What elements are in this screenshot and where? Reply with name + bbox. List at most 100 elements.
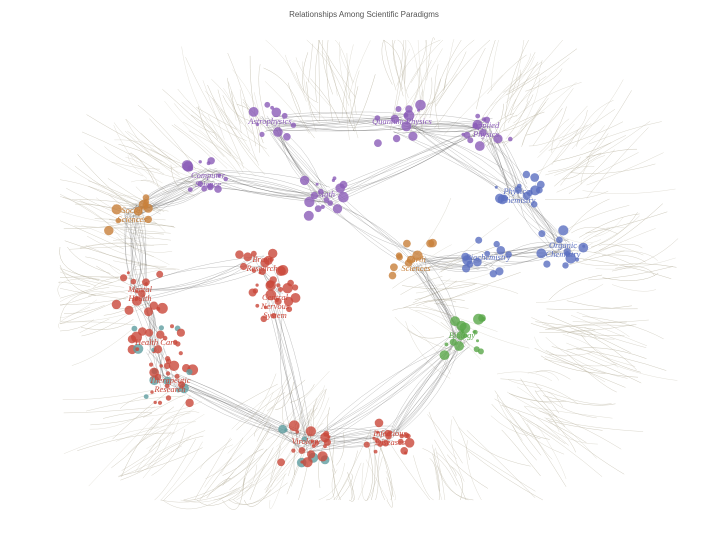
paradigm-node [260, 315, 268, 323]
paradigm-node [404, 438, 415, 448]
paradigm-node [538, 230, 546, 238]
paradigm-strand [569, 228, 611, 255]
paradigm-strand [409, 308, 481, 360]
relationship-edge [203, 174, 319, 198]
paradigm-strand [501, 405, 587, 443]
paradigm-node [214, 185, 222, 193]
relationship-edge [168, 373, 304, 451]
relationship-edge [259, 265, 280, 293]
relationship-edge [490, 129, 510, 185]
relationship-edge [130, 216, 139, 294]
paradigm-strand [59, 306, 147, 323]
paradigm-node [124, 305, 134, 315]
paradigm-strand [587, 353, 678, 381]
paradigm-strand [559, 109, 616, 147]
paradigm-strand [546, 305, 632, 311]
paradigm-node [111, 299, 122, 310]
paradigm-strand [490, 56, 535, 107]
paradigm-strand [502, 404, 565, 455]
paradigm-strand [302, 61, 317, 133]
paradigm-strand [63, 304, 105, 315]
relationship-edge [311, 430, 386, 444]
paradigm-strand [508, 393, 567, 403]
relationship-edge [262, 111, 406, 123]
paradigm-node [156, 270, 164, 278]
paradigm-node [164, 383, 170, 389]
paradigm-strand [177, 88, 247, 142]
paradigm-node [472, 123, 479, 129]
relationship-edge [513, 184, 555, 244]
paradigm-node [417, 108, 420, 112]
paradigm-strand [554, 133, 609, 176]
paradigm-node [476, 339, 479, 343]
paradigm-strand [403, 298, 465, 309]
paradigm-node [157, 302, 168, 314]
paradigm-strand [300, 407, 318, 435]
paradigm-node [263, 255, 273, 265]
paradigm-node [135, 347, 140, 351]
paradigm-strand [381, 39, 393, 85]
paradigm-strand [410, 39, 428, 83]
paradigm-node [494, 185, 498, 189]
relationship-edge [316, 200, 408, 266]
paradigm-strand [59, 291, 104, 303]
paradigm-strand [57, 306, 91, 329]
paradigm-strand [536, 129, 579, 173]
paradigm-node [143, 394, 149, 399]
paradigm-node [187, 165, 194, 172]
paradigm-node [223, 176, 228, 182]
paradigm-strand [190, 114, 218, 140]
paradigm-strand [566, 329, 597, 339]
paradigm-strand [129, 153, 155, 183]
paradigm-label-line: Nervous [260, 301, 290, 311]
paradigm-label-physical-chemistry: Physical Chemistry [501, 186, 536, 205]
paradigm-strand [547, 391, 612, 405]
paradigm-strand [371, 436, 376, 501]
paradigm-strand [450, 466, 463, 501]
paradigm-strand [284, 54, 328, 122]
relationship-edge [483, 251, 569, 266]
paradigm-strand [434, 439, 467, 501]
paradigm-strand [113, 125, 163, 184]
paradigm-strand [107, 178, 165, 212]
paradigm-strand [228, 482, 288, 505]
paradigm-node [401, 121, 412, 132]
paradigm-strand [392, 307, 455, 317]
paradigm-strand [121, 431, 171, 471]
relationship-edge [311, 343, 459, 442]
relationship-edge [512, 201, 571, 249]
paradigm-label-line: Biology [449, 330, 476, 340]
paradigm-strand [525, 68, 563, 92]
paradigm-strand [199, 444, 233, 470]
paradigm-node [168, 360, 180, 371]
paradigm-node [444, 342, 449, 347]
paradigm-node [288, 420, 300, 432]
paradigm-strand [174, 103, 215, 134]
paradigm-label-computer-science: Computer Science [191, 170, 226, 189]
paradigm-strand [443, 39, 475, 91]
paradigm-strand [69, 244, 168, 250]
paradigm-node [374, 139, 382, 148]
paradigm-strand [601, 254, 646, 263]
relationship-edge [217, 173, 334, 196]
paradigm-strand [575, 257, 672, 279]
paradigm-node [144, 307, 153, 317]
paradigm-strand [354, 70, 360, 115]
paradigm-strand [227, 52, 257, 147]
relationship-edge [484, 239, 569, 267]
paradigm-strand [318, 39, 356, 98]
paradigm-strand [67, 246, 111, 274]
relationship-edge [419, 257, 488, 269]
paradigm-label-line: Astrophysics [247, 116, 292, 126]
paradigm-strand [74, 225, 171, 234]
paradigm-strand [59, 288, 126, 300]
paradigm-node [505, 251, 512, 258]
paradigm-strand [487, 54, 527, 95]
paradigm-strand [125, 118, 199, 180]
paradigm-strand [132, 232, 164, 235]
paradigm-strand [333, 450, 359, 501]
paradigm-strand [90, 413, 153, 426]
paradigm-strand [111, 416, 163, 469]
paradigm-strand [306, 39, 349, 106]
